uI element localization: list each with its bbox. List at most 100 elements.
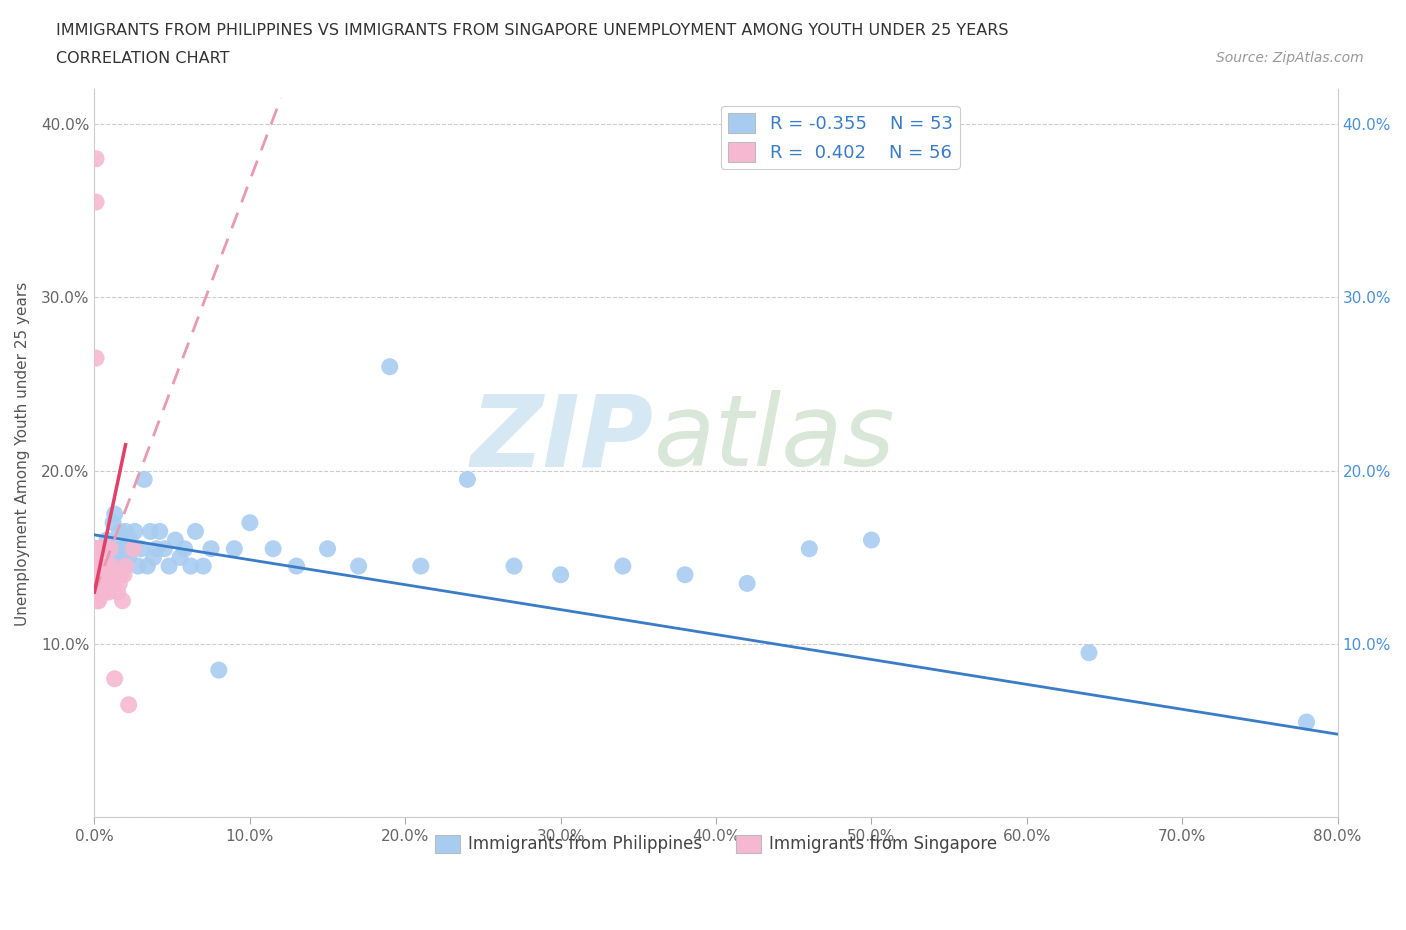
Point bbox=[84, 152, 107, 166]
Point bbox=[108, 524, 131, 538]
Point bbox=[114, 559, 136, 574]
Point bbox=[239, 515, 262, 530]
Point bbox=[87, 559, 110, 574]
Point bbox=[136, 559, 159, 574]
Point bbox=[107, 541, 129, 556]
Point bbox=[87, 576, 110, 591]
Point bbox=[89, 585, 111, 600]
Point bbox=[110, 567, 132, 582]
Point bbox=[101, 515, 124, 530]
Point bbox=[1078, 645, 1101, 660]
Point bbox=[98, 559, 121, 574]
Point bbox=[860, 533, 883, 548]
Text: Source: ZipAtlas.com: Source: ZipAtlas.com bbox=[1216, 51, 1364, 65]
Point bbox=[134, 472, 156, 486]
Point bbox=[208, 663, 231, 678]
Point bbox=[184, 524, 207, 538]
Point bbox=[93, 585, 115, 600]
Point bbox=[96, 559, 118, 574]
Point bbox=[129, 541, 152, 556]
Point bbox=[1295, 714, 1317, 729]
Point bbox=[91, 559, 114, 574]
Point bbox=[180, 559, 202, 574]
Point bbox=[86, 541, 108, 556]
Point bbox=[111, 593, 134, 608]
Point bbox=[118, 698, 141, 712]
Point bbox=[550, 567, 572, 582]
Point bbox=[104, 671, 127, 686]
Point bbox=[84, 576, 107, 591]
Point bbox=[89, 541, 111, 556]
Point bbox=[799, 541, 821, 556]
Point bbox=[91, 541, 114, 556]
Point bbox=[378, 359, 401, 374]
Legend: Immigrants from Philippines, Immigrants from Singapore: Immigrants from Philippines, Immigrants … bbox=[429, 828, 1004, 860]
Point bbox=[139, 524, 162, 538]
Point bbox=[86, 541, 108, 556]
Point bbox=[86, 567, 108, 582]
Point bbox=[153, 541, 176, 556]
Point bbox=[94, 567, 117, 582]
Point bbox=[107, 585, 129, 600]
Point bbox=[169, 550, 191, 565]
Point bbox=[86, 559, 108, 574]
Point bbox=[97, 567, 120, 582]
Point bbox=[96, 533, 118, 548]
Point bbox=[108, 576, 131, 591]
Point bbox=[90, 559, 112, 574]
Point bbox=[86, 559, 108, 574]
Point bbox=[105, 550, 128, 565]
Point bbox=[262, 541, 284, 556]
Point bbox=[118, 550, 141, 565]
Point bbox=[105, 567, 128, 582]
Point bbox=[114, 524, 136, 538]
Point bbox=[84, 351, 107, 365]
Point bbox=[94, 541, 117, 556]
Point bbox=[112, 550, 135, 565]
Point bbox=[145, 541, 167, 556]
Text: CORRELATION CHART: CORRELATION CHART bbox=[56, 51, 229, 66]
Point bbox=[456, 472, 478, 486]
Point bbox=[89, 559, 111, 574]
Point bbox=[122, 541, 145, 556]
Point bbox=[89, 559, 111, 574]
Point bbox=[84, 559, 107, 574]
Point bbox=[86, 585, 108, 600]
Text: IMMIGRANTS FROM PHILIPPINES VS IMMIGRANTS FROM SINGAPORE UNEMPLOYMENT AMONG YOUT: IMMIGRANTS FROM PHILIPPINES VS IMMIGRANT… bbox=[56, 23, 1008, 38]
Point bbox=[200, 541, 222, 556]
Point bbox=[97, 585, 120, 600]
Point bbox=[316, 541, 339, 556]
Point bbox=[100, 559, 122, 574]
Point bbox=[98, 541, 121, 556]
Point bbox=[124, 524, 146, 538]
Point bbox=[409, 559, 432, 574]
Point bbox=[157, 559, 180, 574]
Point bbox=[224, 541, 246, 556]
Point bbox=[86, 576, 108, 591]
Point bbox=[84, 194, 107, 209]
Point bbox=[90, 541, 112, 556]
Point bbox=[112, 567, 135, 582]
Point bbox=[89, 585, 111, 600]
Point bbox=[90, 585, 112, 600]
Text: atlas: atlas bbox=[654, 391, 896, 487]
Point bbox=[86, 593, 108, 608]
Point bbox=[90, 567, 112, 582]
Point bbox=[735, 576, 758, 591]
Point bbox=[101, 567, 124, 582]
Point bbox=[93, 567, 115, 582]
Point bbox=[91, 567, 114, 582]
Y-axis label: Unemployment Among Youth under 25 years: Unemployment Among Youth under 25 years bbox=[15, 281, 30, 626]
Point bbox=[149, 524, 172, 538]
Point bbox=[122, 541, 145, 556]
Point bbox=[100, 541, 122, 556]
Point bbox=[98, 559, 121, 574]
Point bbox=[173, 541, 195, 556]
Point bbox=[120, 533, 142, 548]
Point bbox=[612, 559, 634, 574]
Point bbox=[90, 585, 112, 600]
Point bbox=[142, 550, 165, 565]
Point bbox=[165, 533, 187, 548]
Point bbox=[96, 576, 118, 591]
Point bbox=[673, 567, 696, 582]
